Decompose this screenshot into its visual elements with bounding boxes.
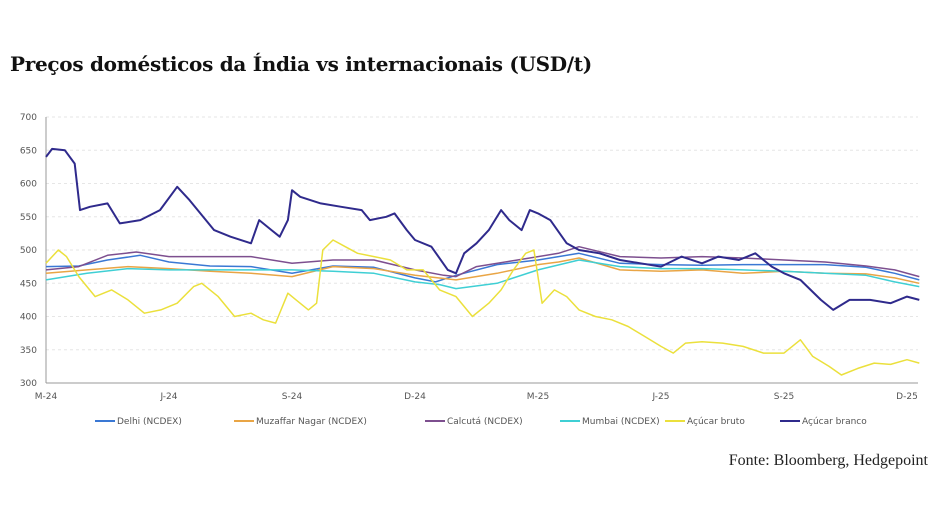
y-tick-label: 450	[20, 279, 37, 289]
x-tick-label: D-24	[404, 392, 426, 402]
series-line	[45, 252, 920, 283]
y-tick-label: 350	[20, 346, 37, 356]
x-tick-label: J-25	[651, 392, 669, 402]
legend-label: Açúcar branco	[802, 417, 867, 427]
x-tick-label: S-24	[282, 392, 303, 402]
x-tick-label: M-24	[35, 392, 58, 402]
x-tick-label: S-25	[774, 392, 794, 402]
y-tick-label: 600	[20, 180, 37, 190]
y-tick-label: 500	[20, 246, 37, 256]
y-tick-label: 550	[20, 213, 37, 223]
series-line	[45, 239, 920, 376]
legend-label: Calcutá (NCDEX)	[447, 417, 523, 427]
legend-label: Delhi (NCDEX)	[117, 417, 182, 427]
y-tick-label: 400	[20, 313, 37, 323]
chart-source: Fonte: Bloomberg, Hedgepoint	[728, 452, 928, 469]
chart-title: Preços domésticos da Índia vs internacio…	[10, 52, 592, 76]
legend-label: Muzaffar Nagar (NCDEX)	[256, 417, 367, 427]
legend-label: Açúcar bruto	[687, 417, 745, 427]
x-tick-label: M-25	[527, 392, 549, 402]
legend-label: Mumbai (NCDEX)	[582, 417, 660, 427]
series-line	[45, 147, 920, 311]
series-line	[45, 259, 920, 290]
y-tick-label: 300	[20, 379, 37, 389]
y-tick-label: 700	[20, 113, 37, 123]
y-tick-label: 650	[20, 146, 37, 156]
x-tick-label: D-25	[896, 392, 918, 402]
series-line	[45, 245, 920, 278]
x-tick-label: J-24	[159, 392, 177, 402]
